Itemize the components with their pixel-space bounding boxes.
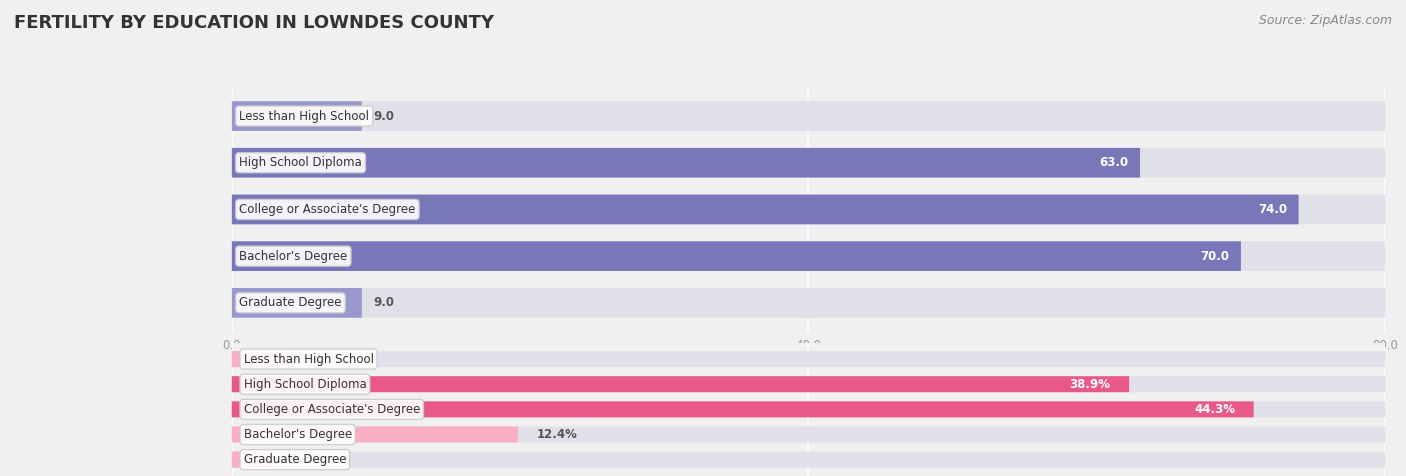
FancyBboxPatch shape [232,351,294,367]
Text: Less than High School: Less than High School [243,353,374,366]
Text: 38.9%: 38.9% [1070,378,1111,391]
Text: 2.7%: 2.7% [312,353,346,366]
Text: 74.0: 74.0 [1258,203,1286,216]
Text: 1.8%: 1.8% [292,453,325,466]
Text: High School Diploma: High School Diploma [243,378,367,391]
FancyBboxPatch shape [232,452,1385,467]
FancyBboxPatch shape [232,148,1385,178]
FancyBboxPatch shape [232,426,517,443]
Text: 9.0: 9.0 [373,297,394,309]
FancyBboxPatch shape [232,401,1385,417]
Text: 70.0: 70.0 [1201,249,1229,263]
FancyBboxPatch shape [232,452,274,467]
Text: High School Diploma: High School Diploma [239,156,361,169]
FancyBboxPatch shape [232,288,361,317]
Text: 12.4%: 12.4% [536,428,578,441]
Text: Bachelor's Degree: Bachelor's Degree [239,249,347,263]
FancyBboxPatch shape [232,195,1385,224]
Text: Source: ZipAtlas.com: Source: ZipAtlas.com [1258,14,1392,27]
FancyBboxPatch shape [232,426,1385,443]
FancyBboxPatch shape [232,241,1385,271]
Text: Bachelor's Degree: Bachelor's Degree [243,428,352,441]
Text: Graduate Degree: Graduate Degree [239,297,342,309]
FancyBboxPatch shape [232,376,1129,392]
FancyBboxPatch shape [232,101,1385,131]
FancyBboxPatch shape [232,401,1254,417]
FancyBboxPatch shape [232,288,1385,317]
FancyBboxPatch shape [232,148,1140,178]
FancyBboxPatch shape [232,351,1385,367]
FancyBboxPatch shape [232,376,1385,392]
Text: 44.3%: 44.3% [1194,403,1234,416]
Text: College or Associate's Degree: College or Associate's Degree [243,403,420,416]
FancyBboxPatch shape [232,101,361,131]
FancyBboxPatch shape [232,241,1241,271]
Text: 63.0: 63.0 [1099,156,1129,169]
Text: FERTILITY BY EDUCATION IN LOWNDES COUNTY: FERTILITY BY EDUCATION IN LOWNDES COUNTY [14,14,494,32]
Text: 9.0: 9.0 [373,109,394,122]
Text: College or Associate's Degree: College or Associate's Degree [239,203,416,216]
FancyBboxPatch shape [232,195,1299,224]
Text: Less than High School: Less than High School [239,109,370,122]
Text: Graduate Degree: Graduate Degree [243,453,346,466]
